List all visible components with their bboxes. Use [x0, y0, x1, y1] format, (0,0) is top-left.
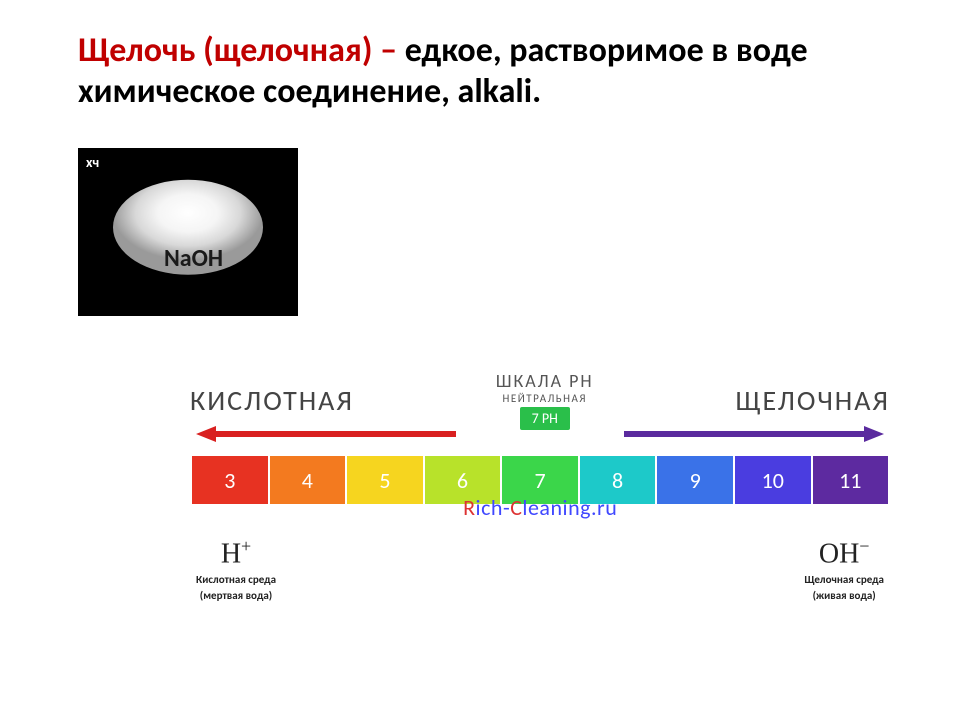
- ph-labels-row: КИСЛОТНАЯ ШКАЛА PH НЕЙТРАЛЬНАЯ 7 PH ЩЕЛО…: [190, 370, 890, 430]
- ph-cell: 9: [657, 456, 735, 504]
- ph-cell: 10: [735, 456, 813, 504]
- neutral-badge: 7 PH: [520, 407, 570, 430]
- page-title: Щелочь (щелочная) – едкое, растворимое в…: [78, 30, 888, 112]
- acidic-label: КИСЛОТНАЯ: [190, 383, 354, 418]
- ion-left-desc1: Кислотная среда: [196, 573, 276, 586]
- neutral-stack: ШКАЛА PH НЕЙТРАЛЬНАЯ 7 PH: [496, 370, 594, 430]
- footer-mid: ich-: [476, 494, 511, 521]
- ion-right-formula: OH−: [804, 536, 884, 570]
- ion-right-symbol: OH: [819, 538, 859, 569]
- ion-left-desc: Кислотная среда (мертвая вода): [196, 572, 276, 603]
- naoh-formula: NaOH: [164, 244, 223, 273]
- ion-left-charge: +: [241, 536, 251, 556]
- ion-right-desc2: (живая вода): [813, 589, 876, 602]
- ion-left: H+ Кислотная среда (мертвая вода): [196, 536, 276, 603]
- footer-c: C: [510, 494, 522, 521]
- ion-right-desc1: Щелочная среда: [804, 573, 884, 586]
- ion-left-symbol: H: [221, 538, 241, 569]
- alkaline-label: ЩЕЛОЧНАЯ: [736, 383, 890, 418]
- ph-scale-chart: КИСЛОТНАЯ ШКАЛА PH НЕЙТРАЛЬНАЯ 7 PH ЩЕЛО…: [190, 370, 890, 603]
- ph-header: ШКАЛА PH: [496, 370, 594, 392]
- ph-cell: 11: [813, 456, 889, 504]
- footer-rest: leaning.ru: [522, 494, 617, 521]
- title-red-part: Щелочь (щелочная) –: [78, 30, 405, 71]
- ion-right-desc: Щелочная среда (живая вода): [804, 572, 884, 603]
- ion-left-desc2: (мертвая вода): [200, 589, 272, 602]
- ph-cell: 3: [192, 456, 270, 504]
- footer-r: R: [463, 494, 475, 521]
- ion-right: OH− Щелочная среда (живая вода): [804, 536, 884, 603]
- ion-left-formula: H+: [196, 536, 276, 570]
- naoh-corner-tag: хч: [86, 154, 99, 171]
- ion-right-charge: −: [859, 536, 869, 556]
- naoh-image: хч NaOH: [78, 148, 298, 316]
- ph-cell: 5: [347, 456, 425, 504]
- footer-link: Rich-Cleaning.ru: [463, 494, 617, 521]
- ph-cell: 4: [270, 456, 348, 504]
- ions-row: H+ Кислотная среда (мертвая вода) Rich-C…: [190, 536, 890, 603]
- neutral-label: НЕЙТРАЛЬНАЯ: [496, 392, 594, 405]
